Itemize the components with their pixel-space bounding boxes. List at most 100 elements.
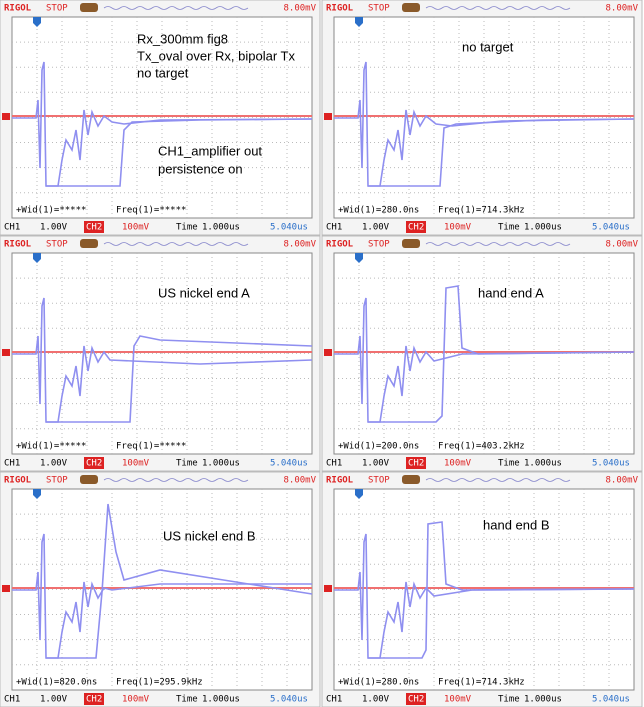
trigger-marker (355, 253, 363, 263)
measure-width: +Wid(1)=200.0ns (338, 442, 419, 452)
ch2-label: CH2 (86, 695, 102, 705)
brand: RIGOL (4, 4, 32, 14)
measure-width: +Wid(1)=280.0ns (338, 678, 419, 688)
time-offset: 5.040us (592, 459, 630, 469)
memory-icon (80, 3, 98, 12)
ch1-trace (12, 61, 313, 187)
measure-freq: Freq(1)=295.9kHz (116, 678, 203, 688)
ch2-label: CH2 (408, 223, 424, 233)
time-label: Time (176, 223, 198, 233)
time-label: Time (498, 459, 520, 469)
trigger-marker (33, 489, 41, 499)
time-label: Time (176, 459, 198, 469)
ch1-trace (368, 521, 635, 659)
ch1-trace (334, 533, 635, 659)
measure-freq: Freq(1)=403.2kHz (438, 442, 525, 452)
ch2-tag (84, 457, 104, 469)
ch2-scale: 100mV (122, 695, 150, 705)
time-scale: 1.000us (202, 695, 240, 705)
time-scale: 1.000us (202, 459, 240, 469)
ch2-label: CH2 (408, 459, 424, 469)
ch1-trace (46, 503, 313, 659)
brand: RIGOL (4, 476, 32, 486)
ch1-scale: 1.00V (362, 223, 390, 233)
time-label: Time (176, 695, 198, 705)
brand: RIGOL (326, 4, 354, 14)
scope-panel: RIGOL STOP 8.00mV US nickel end B +Wid(1)=82… (0, 471, 321, 707)
trigger-position-bar (425, 242, 571, 246)
scope-panel: RIGOL STOP 8.00mV hand end A +Wid(1)=200.0ns… (321, 235, 643, 472)
annotation: no target (462, 39, 514, 54)
trigger-level: 8.00mV (283, 476, 316, 486)
ch1-scale: 1.00V (40, 223, 68, 233)
annotation: Tx_oval over Rx, bipolar Tx (137, 48, 295, 63)
ch2-tag (406, 457, 426, 469)
ch1-label: CH1 (326, 695, 342, 705)
measure-freq: Freq(1)=***** (116, 442, 186, 452)
ch1-label: CH1 (4, 459, 20, 469)
trigger-position-bar (103, 242, 249, 246)
brand: RIGOL (4, 240, 32, 250)
run-status: STOP (46, 240, 68, 250)
ch1-label: CH1 (4, 223, 20, 233)
run-status: STOP (46, 476, 68, 486)
ch1-trace (12, 297, 313, 423)
measure-width: +Wid(1)=***** (16, 206, 86, 216)
trigger-position-bar (425, 6, 571, 10)
annotation: no target (137, 65, 189, 80)
time-scale: 1.000us (524, 223, 562, 233)
annotation: CH1_amplifier out (158, 143, 262, 158)
scope-panel: RIGOL STOP 8.00mV US nickel end A +Wid(1)=**… (0, 235, 321, 472)
annotation: US nickel end A (158, 285, 250, 300)
ch2-label: CH2 (408, 695, 424, 705)
ch2-scale: 100mV (122, 223, 150, 233)
ch2-marker (2, 585, 10, 592)
measure-width: +Wid(1)=820.0ns (16, 678, 97, 688)
ch2-marker (2, 349, 10, 356)
ch1-scale: 1.00V (362, 459, 390, 469)
scope-panel: RIGOL STOP 8.00mV Rx_300mm fig8 Tx_oval over… (0, 0, 321, 236)
time-offset: 5.040us (270, 459, 308, 469)
ch2-scale: 100mV (444, 223, 472, 233)
ch1-scale: 1.00V (40, 695, 68, 705)
annotation: Rx_300mm fig8 (137, 31, 228, 46)
ch2-scale: 100mV (444, 695, 472, 705)
annotation: hand end A (478, 285, 544, 300)
measure-freq: Freq(1)=***** (116, 206, 186, 216)
ch2-marker (324, 585, 332, 592)
ch2-label: CH2 (86, 459, 102, 469)
annotation: hand end B (483, 517, 550, 532)
trigger-level: 8.00mV (605, 476, 638, 486)
memory-icon (402, 475, 420, 484)
trigger-level: 8.00mV (605, 240, 638, 250)
ch2-scale: 100mV (444, 459, 472, 469)
brand: RIGOL (326, 476, 354, 486)
ch1-trace (46, 118, 313, 187)
trigger-marker (355, 489, 363, 499)
measure-width: +Wid(1)=280.0ns (338, 206, 419, 216)
ch1-label: CH1 (326, 223, 342, 233)
trigger-level: 8.00mV (283, 4, 316, 14)
ch2-marker (324, 349, 332, 356)
measure-freq: Freq(1)=714.3kHz (438, 206, 525, 216)
ch2-marker (324, 113, 332, 120)
run-status: STOP (368, 240, 390, 250)
ch1-trace (46, 335, 313, 423)
time-offset: 5.040us (270, 695, 308, 705)
run-status: STOP (46, 4, 68, 14)
ch1-trace (334, 297, 635, 423)
brand: RIGOL (326, 240, 354, 250)
ch2-tag (406, 221, 426, 233)
ch1-trace (368, 118, 635, 187)
time-scale: 1.000us (202, 223, 240, 233)
ch1-label: CH1 (326, 459, 342, 469)
time-label: Time (498, 695, 520, 705)
time-scale: 1.000us (524, 459, 562, 469)
measure-width: +Wid(1)=***** (16, 442, 86, 452)
time-offset: 5.040us (592, 223, 630, 233)
trigger-position-bar (103, 478, 249, 482)
ch1-scale: 1.00V (40, 459, 68, 469)
ch2-tag (406, 693, 426, 705)
